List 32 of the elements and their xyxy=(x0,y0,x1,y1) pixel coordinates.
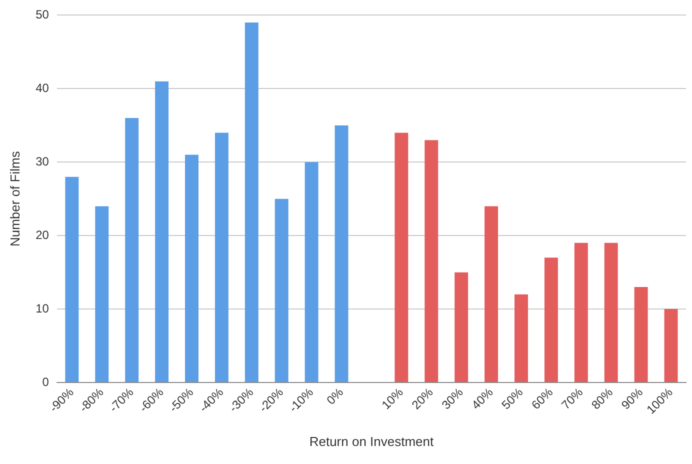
y-tick-label: 10 xyxy=(36,301,50,316)
bar xyxy=(394,132,408,382)
x-tick-label: 60% xyxy=(528,384,556,412)
bar xyxy=(185,154,198,382)
bar xyxy=(634,287,648,382)
bar xyxy=(65,176,79,382)
bar xyxy=(544,258,558,382)
bar xyxy=(274,198,288,382)
bar xyxy=(574,242,588,382)
bar xyxy=(304,162,318,382)
bar xyxy=(244,22,258,382)
bar xyxy=(514,294,528,382)
x-axis-title: Return on Investment xyxy=(309,434,434,449)
bar xyxy=(664,309,678,382)
bar xyxy=(334,125,348,382)
bar xyxy=(424,140,438,382)
bar xyxy=(125,118,139,382)
x-tick-label: 0% xyxy=(324,384,346,408)
bar xyxy=(604,242,618,382)
bar xyxy=(484,206,498,382)
x-tick-label: 70% xyxy=(558,384,586,412)
x-tick-label: 40% xyxy=(468,384,496,412)
bar xyxy=(155,81,169,382)
bar xyxy=(454,272,468,382)
y-tick-label: 0 xyxy=(42,374,50,389)
y-tick-label: 40 xyxy=(36,80,50,95)
bar xyxy=(95,206,109,382)
y-tick-label: 50 xyxy=(36,8,50,22)
y-axis-title: Number of Films xyxy=(7,150,22,247)
bar xyxy=(214,132,228,382)
y-tick-label: 20 xyxy=(36,228,50,242)
y-tick-label: 30 xyxy=(36,154,50,168)
